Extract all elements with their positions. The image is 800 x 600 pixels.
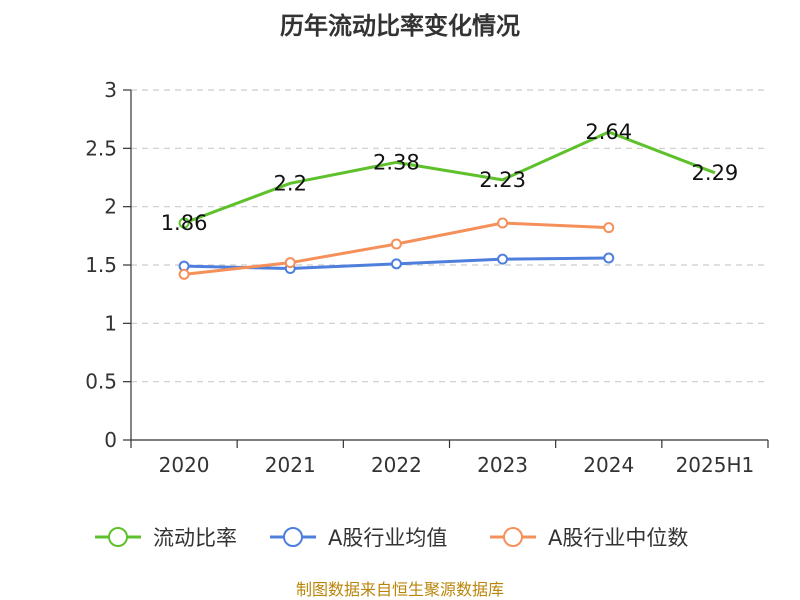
data-label: 2.64: [585, 120, 632, 144]
y-tick-label: 1: [104, 311, 117, 335]
data-point: [497, 253, 509, 265]
x-tick-label: 2020: [159, 453, 210, 477]
legend-label: A股行业均值: [328, 526, 447, 550]
data-point: [178, 217, 190, 229]
axes: 0 0.5 1 1.5 2 2.5 3 2020 2021 2022 2023 2024 2025H1: [85, 78, 769, 477]
data-point: [178, 268, 190, 280]
data-point: [603, 252, 615, 264]
legend-marker: [283, 527, 303, 547]
gridlines: [131, 89, 768, 383]
data-label: 2.38: [373, 150, 420, 174]
data-label: 2.23: [479, 168, 526, 192]
data-point: [390, 238, 402, 250]
data-label: 2.29: [692, 161, 739, 185]
legend-marker: [503, 527, 523, 547]
legend-label: 流动比率: [153, 526, 237, 550]
x-tick-label: 2021: [265, 453, 316, 477]
data-point: [603, 222, 615, 234]
chart-title: 历年流动比率变化情况: [280, 12, 520, 40]
y-tick-label: 0.5: [85, 370, 117, 394]
x-tick-label: 2022: [371, 453, 422, 477]
source-note: 制图数据来自恒生聚源数据库: [296, 580, 504, 599]
y-tick-label: 2.5: [85, 136, 117, 160]
y-tick-label: 0: [104, 428, 117, 452]
data-point: [284, 257, 296, 269]
legend[interactable]: 流动比率 A股行业均值 A股行业中位数: [95, 526, 688, 550]
data-point: [497, 217, 509, 229]
data-label: 2.2: [274, 171, 307, 195]
x-tick-label: 2025H1: [676, 453, 755, 477]
legend-marker: [108, 527, 128, 547]
series-layer: [178, 130, 716, 280]
y-tick-label: 1.5: [85, 253, 117, 277]
data-point: [390, 258, 402, 270]
y-tick-label: 3: [104, 78, 117, 102]
series-line-0: [183, 130, 716, 225]
x-tick-label: 2024: [583, 453, 634, 477]
legend-label: A股行业中位数: [548, 526, 688, 550]
y-tick-label: 2: [104, 195, 117, 219]
data-labels: 1.86 2.2 2.38 2.23 2.64 2.29: [161, 120, 739, 235]
x-tick-label: 2023: [477, 453, 528, 477]
data-label: 1.86: [161, 211, 208, 235]
